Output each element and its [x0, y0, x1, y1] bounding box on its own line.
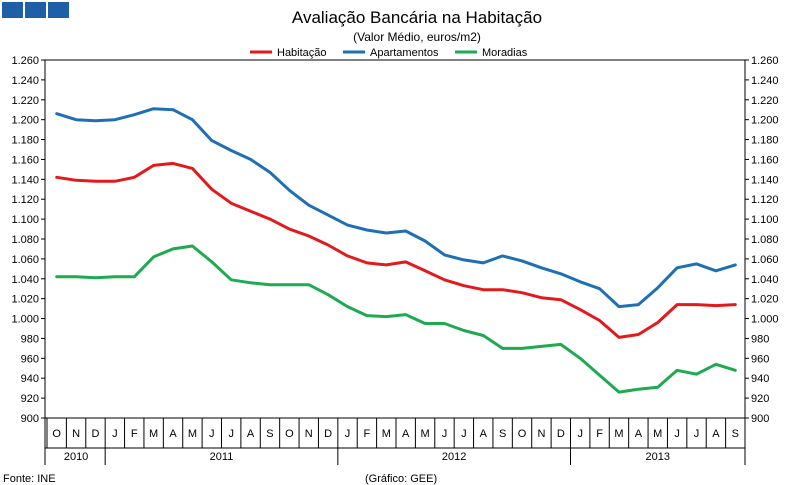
month-label: M — [420, 428, 429, 440]
series-line-apartamentos — [55, 107, 737, 309]
y-tick-label-right: 1.220 — [751, 95, 779, 107]
y-tick-label-right: 1.160 — [751, 154, 779, 166]
y-tick-label-left: 1.060 — [11, 254, 39, 266]
month-label: J — [228, 428, 234, 440]
y-axis-left: 900 920 940 960 980 1.000 1.020 1.040 1.060 1.080… — [11, 55, 45, 425]
month-label: J — [112, 428, 118, 440]
month-label: M — [149, 428, 158, 440]
month-label: A — [402, 428, 410, 440]
month-label: D — [324, 428, 332, 440]
month-label: A — [635, 428, 643, 440]
y-tick-label-left: 1.080 — [11, 234, 39, 246]
chart-title: Avaliação Bancária na Habitação — [292, 8, 542, 27]
y-tick-label-left: 1.020 — [11, 294, 39, 306]
y-tick-label-right: 1.260 — [751, 55, 779, 67]
month-label: A — [169, 428, 177, 440]
plot-area — [44, 59, 746, 419]
y-tick-label-left: 1.040 — [11, 274, 39, 286]
month-label: D — [91, 428, 99, 440]
year-label: 2010 — [64, 451, 88, 463]
y-tick-label-right: 1.000 — [751, 314, 779, 326]
month-label: N — [72, 428, 80, 440]
y-tick-label-left: 980 — [21, 333, 39, 345]
series-lines — [55, 107, 737, 394]
y-tick-label-left: 940 — [21, 373, 39, 385]
y-tick-label-left: 1.100 — [11, 214, 39, 226]
month-label: J — [461, 428, 467, 440]
month-label: O — [285, 428, 294, 440]
y-tick-label-left: 1.200 — [11, 115, 39, 127]
y-tick-label-right: 940 — [751, 373, 769, 385]
month-label: A — [712, 428, 720, 440]
month-label: M — [382, 428, 391, 440]
chart-subtitle: (Valor Médio, euros/m2) — [353, 30, 481, 44]
y-tick-label-right: 1.100 — [751, 214, 779, 226]
year-label: 2013 — [646, 451, 670, 463]
y-tick-label-left: 1.240 — [11, 75, 39, 87]
source-note: Fonte: INE — [3, 473, 56, 485]
month-label: M — [188, 428, 197, 440]
y-tick-label-left: 920 — [21, 393, 39, 405]
y-tick-label-left: 1.120 — [11, 194, 39, 206]
month-label: J — [694, 428, 700, 440]
y-tick-label-left: 900 — [21, 413, 39, 425]
month-label: D — [557, 428, 565, 440]
chart-credit: (Gráfico: GEE) — [365, 473, 437, 485]
y-tick-label-right: 1.200 — [751, 115, 779, 127]
logo-icon — [2, 2, 69, 18]
series-line-moradias — [55, 244, 737, 394]
month-label: N — [537, 428, 545, 440]
y-tick-label-right: 920 — [751, 393, 769, 405]
y-tick-label-left: 1.260 — [11, 55, 39, 67]
month-label: A — [247, 428, 255, 440]
y-tick-label-left: 1.220 — [11, 95, 39, 107]
month-label: O — [52, 428, 61, 440]
y-tick-label-left: 1.140 — [11, 174, 39, 186]
month-label: F — [131, 428, 138, 440]
year-label: 2012 — [442, 451, 466, 463]
y-tick-label-right: 1.080 — [751, 234, 779, 246]
y-tick-label-right: 960 — [751, 353, 769, 365]
month-label: O — [518, 428, 527, 440]
month-label: J — [345, 428, 351, 440]
legend-label: Moradias — [482, 47, 528, 59]
y-tick-label-left: 960 — [21, 353, 39, 365]
month-label: F — [596, 428, 603, 440]
month-label: F — [364, 428, 371, 440]
y-tick-label-left: 1.180 — [11, 135, 39, 147]
y-tick-label-left: 1.000 — [11, 314, 39, 326]
y-tick-label-right: 1.020 — [751, 294, 779, 306]
y-tick-label-right: 1.060 — [751, 254, 779, 266]
y-tick-label-right: 1.180 — [751, 135, 779, 147]
year-label: 2011 — [210, 451, 234, 463]
x-axis: O N D J F M A M J J A S O N D J F M A M J J A S O N D J F M A M J J A S2010… — [44, 418, 746, 465]
legend-label: Apartamentos — [370, 47, 439, 59]
legend-label: Habitação — [277, 47, 327, 59]
y-tick-label-left: 1.160 — [11, 154, 39, 166]
y-tick-label-right: 1.240 — [751, 75, 779, 87]
month-label: M — [614, 428, 623, 440]
month-label: J — [442, 428, 448, 440]
month-label: S — [499, 428, 506, 440]
y-tick-label-right: 900 — [751, 413, 769, 425]
y-tick-label-right: 1.140 — [751, 174, 779, 186]
month-label: S — [732, 428, 739, 440]
month-label: J — [209, 428, 215, 440]
legend: Habitação Apartamentos Moradias — [250, 47, 528, 59]
month-label: J — [577, 428, 583, 440]
month-label: A — [480, 428, 488, 440]
month-label: S — [266, 428, 273, 440]
y-axis-right: 900 920 940 960 980 1.000 1.020 1.040 1.060 1.080… — [745, 55, 779, 425]
y-tick-label-right: 980 — [751, 333, 769, 345]
month-label: J — [674, 428, 680, 440]
series-line-habitação — [55, 161, 737, 339]
y-tick-label-right: 1.040 — [751, 274, 779, 286]
month-label: N — [305, 428, 313, 440]
y-tick-label-right: 1.120 — [751, 194, 779, 206]
month-label: M — [653, 428, 662, 440]
